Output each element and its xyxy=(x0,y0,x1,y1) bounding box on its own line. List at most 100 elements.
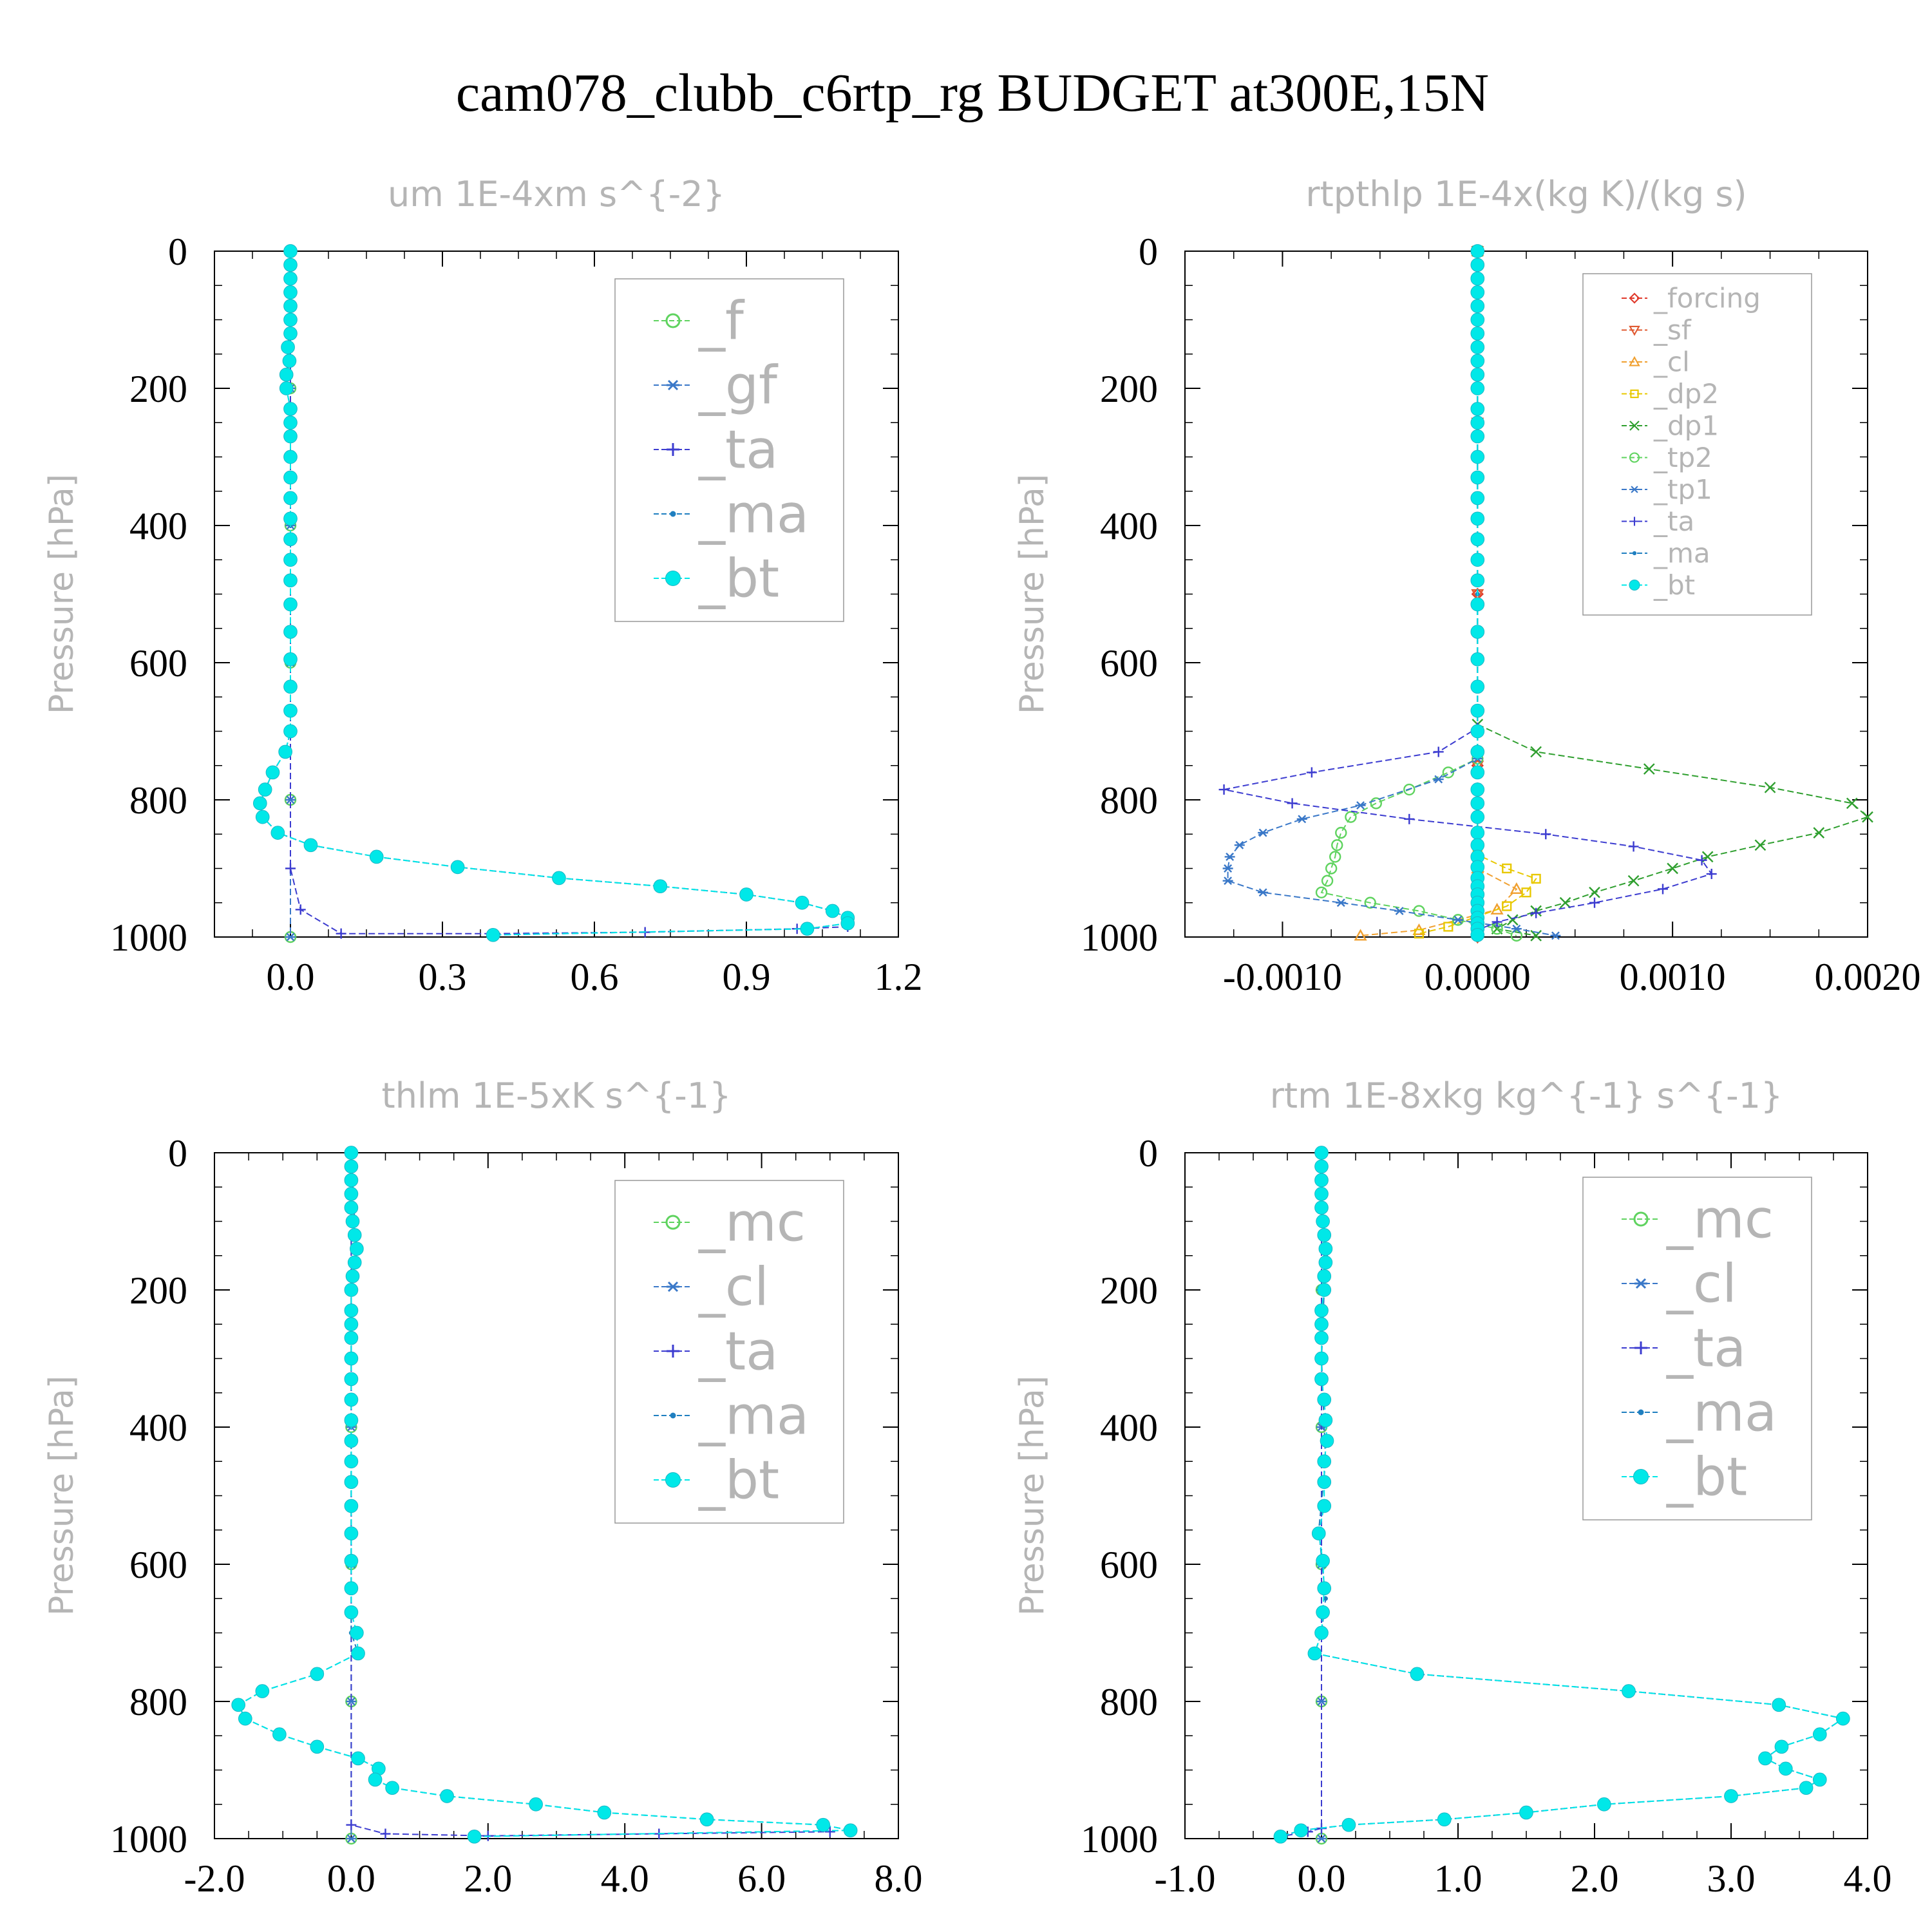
data-point xyxy=(1519,1805,1533,1820)
series-ta xyxy=(1275,1148,1327,1842)
data-point xyxy=(529,1797,543,1812)
data-point xyxy=(1470,573,1485,588)
data-point xyxy=(1325,862,1338,875)
data-point xyxy=(310,1739,325,1754)
legend-swatch-marker xyxy=(1629,452,1640,463)
legend-box xyxy=(614,278,844,622)
data-point xyxy=(1316,1834,1327,1843)
data-point xyxy=(1453,915,1463,924)
data-point xyxy=(1314,1372,1329,1387)
legend-swatch-marker xyxy=(667,1345,679,1358)
x-tick-label: 0.0 xyxy=(1298,1857,1346,1900)
data-point xyxy=(1336,898,1347,907)
x-tick-label: 2.0 xyxy=(464,1857,512,1900)
legend-label: _bt xyxy=(1653,569,1695,601)
data-point xyxy=(310,1667,325,1681)
y-tick-label: 0 xyxy=(1139,231,1158,273)
y-tick-label: 400 xyxy=(1100,505,1158,547)
data-point xyxy=(1643,763,1655,775)
data-point xyxy=(1470,244,1485,258)
panel-title: um 1E-4xm s^{-2} xyxy=(388,174,725,214)
data-point xyxy=(1318,1413,1333,1428)
data-point xyxy=(255,810,270,824)
data-point xyxy=(1470,765,1485,780)
y-tick-label: 600 xyxy=(1100,1544,1158,1586)
data-point xyxy=(1502,901,1512,911)
data-point xyxy=(1354,929,1367,941)
data-point xyxy=(1318,1242,1333,1256)
data-point xyxy=(1273,1829,1288,1844)
data-point xyxy=(597,1805,612,1820)
legend-label: _gf xyxy=(698,355,779,417)
data-point xyxy=(283,326,298,341)
data-point xyxy=(344,1159,359,1174)
data-point xyxy=(1470,491,1485,506)
data-point xyxy=(1317,1499,1332,1513)
data-point xyxy=(1470,367,1485,382)
legend-swatch-marker xyxy=(667,379,679,391)
legend-box xyxy=(614,1180,844,1524)
data-point xyxy=(1314,1351,1329,1366)
x-tick-label: 8.0 xyxy=(875,1857,923,1900)
data-point xyxy=(283,299,298,314)
data-point xyxy=(1470,553,1485,567)
panel-title: thlm 1E-5xK s^{-1} xyxy=(382,1075,732,1116)
data-point xyxy=(1506,914,1519,926)
data-point xyxy=(1470,838,1485,853)
data-point xyxy=(699,1812,714,1827)
y-tick-label: 400 xyxy=(1100,1406,1158,1449)
data-point xyxy=(440,1789,454,1803)
legend-swatch-marker xyxy=(1634,1278,1647,1289)
data-point xyxy=(283,285,298,299)
series-tp2 xyxy=(1315,245,1523,942)
data-point xyxy=(283,312,298,327)
data-point xyxy=(1862,811,1873,823)
data-point xyxy=(1437,1812,1452,1827)
data-point xyxy=(344,1581,359,1596)
data-point xyxy=(285,933,296,942)
data-point xyxy=(1433,775,1444,784)
data-point xyxy=(1314,1146,1329,1160)
data-point xyxy=(1470,782,1485,797)
data-point xyxy=(739,887,753,902)
x-tick-label: 4.0 xyxy=(1844,1857,1892,1900)
data-point xyxy=(344,1303,359,1318)
data-point xyxy=(1413,905,1425,917)
data-point xyxy=(1296,815,1307,824)
data-point xyxy=(1846,797,1858,810)
legend-swatch-marker xyxy=(1630,516,1639,526)
x-tick-label: -2.0 xyxy=(184,1857,245,1900)
series-line xyxy=(1360,251,1518,936)
data-point xyxy=(1317,1269,1332,1283)
data-point xyxy=(252,796,267,811)
legend-label: _ma xyxy=(1653,538,1710,569)
data-point xyxy=(1470,652,1485,667)
data-point xyxy=(345,1214,360,1229)
data-point xyxy=(369,849,384,864)
x-tick-label: 0.6 xyxy=(571,956,619,998)
data-point xyxy=(450,860,465,875)
data-point xyxy=(283,679,298,694)
chart-panel-1: um 1E-4xm s^{-2} Pressure [hPa] 0.0 0.3 0.6 0… xyxy=(43,174,923,998)
data-point xyxy=(346,1697,357,1706)
data-point xyxy=(1321,875,1334,887)
data-point xyxy=(1329,851,1341,863)
panel-title: rtpthlp 1E-4x(kg K)/(kg s) xyxy=(1305,174,1747,214)
data-point xyxy=(344,1499,359,1513)
y-tick-label: 200 xyxy=(129,368,187,410)
y-tick-label: 1000 xyxy=(1081,916,1158,959)
data-point xyxy=(1696,855,1707,866)
data-point xyxy=(1317,1283,1332,1297)
data-point xyxy=(380,1828,391,1839)
data-point xyxy=(1314,1200,1329,1215)
data-point xyxy=(1470,299,1485,314)
panel-title: rtm 1E-8xkg kg^{-1} s^{-1} xyxy=(1270,1075,1783,1116)
data-point xyxy=(347,1227,362,1242)
data-point xyxy=(1316,1605,1330,1620)
data-point xyxy=(270,826,285,840)
data-point xyxy=(303,838,318,853)
data-point xyxy=(344,1605,359,1620)
data-point xyxy=(1470,744,1485,759)
legend: _mc_cl_ta_ma_bt xyxy=(1582,1177,1812,1520)
legend-label: _sf xyxy=(1653,314,1692,346)
